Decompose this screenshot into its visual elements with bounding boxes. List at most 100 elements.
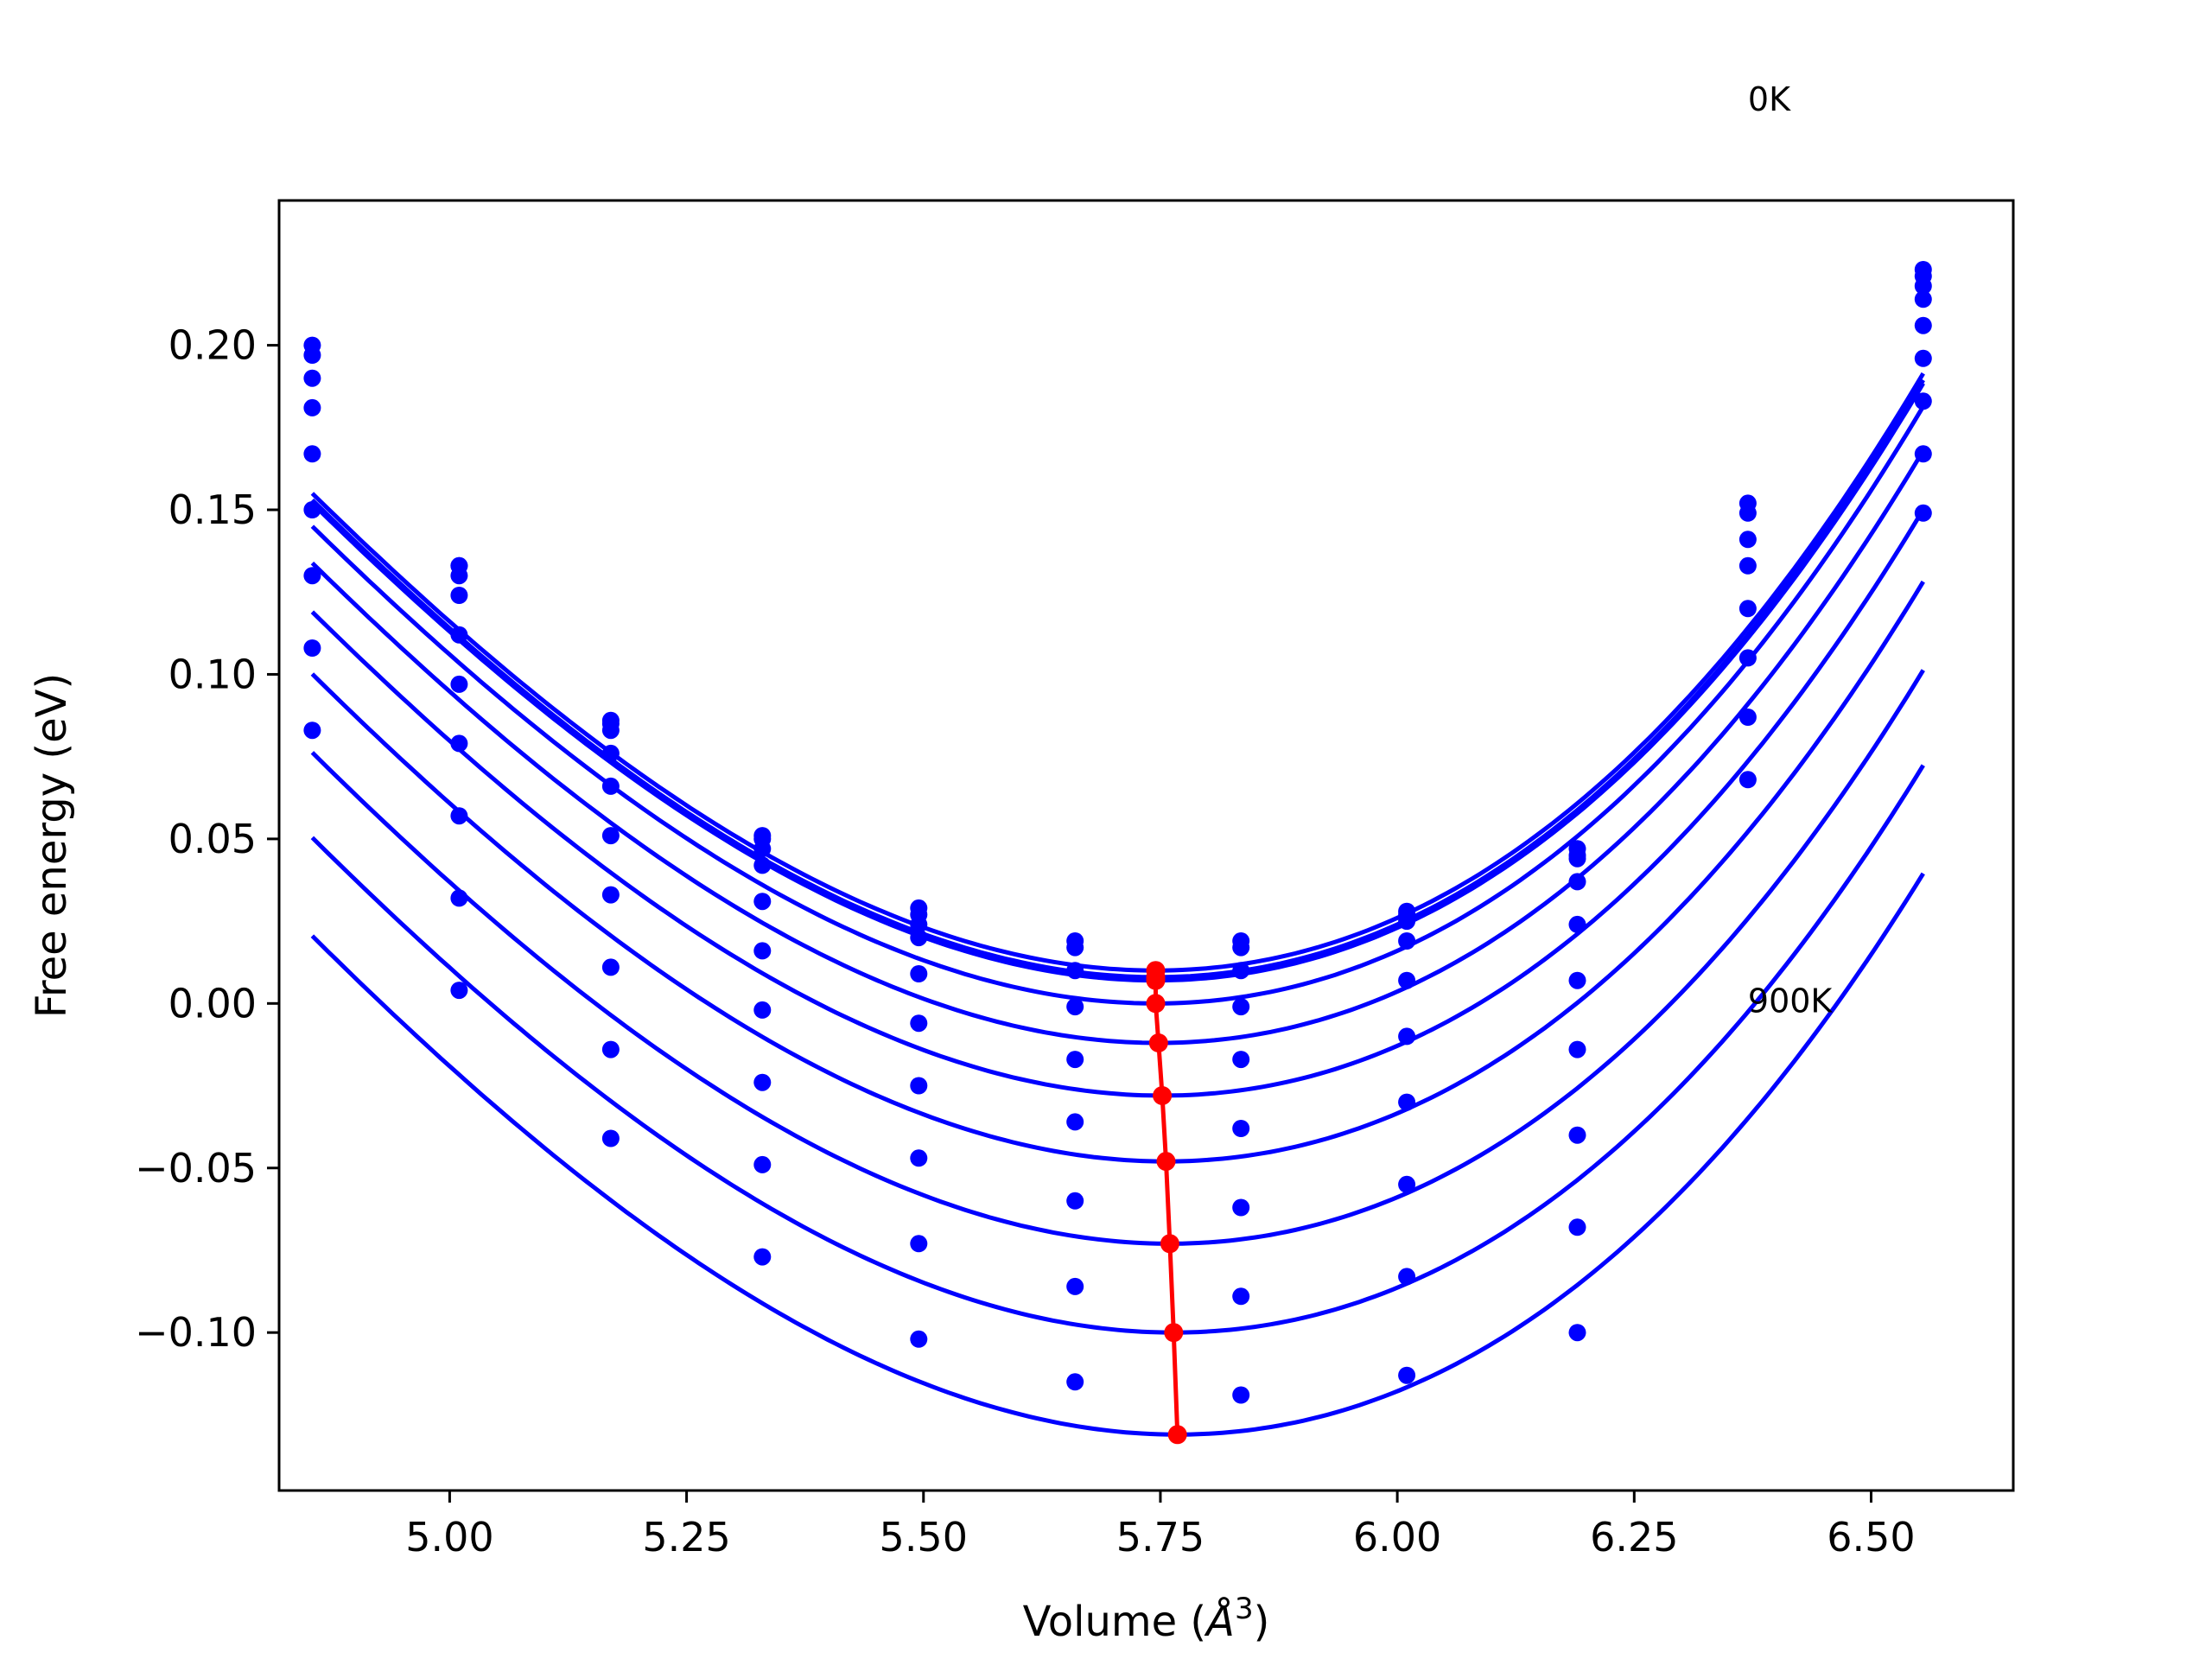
data-point xyxy=(910,1235,928,1253)
data-point xyxy=(1066,962,1084,980)
x-tick-label: 6.50 xyxy=(1827,1514,1915,1560)
minimum-point xyxy=(1160,1234,1179,1254)
data-point xyxy=(1398,1268,1416,1286)
data-point xyxy=(303,721,321,740)
data-point xyxy=(1232,1120,1250,1137)
data-point xyxy=(753,942,772,960)
data-points xyxy=(303,261,1932,1404)
data-point xyxy=(753,1155,772,1173)
data-point xyxy=(753,840,772,858)
data-point xyxy=(1914,445,1932,463)
data-point xyxy=(1232,1051,1250,1069)
data-point xyxy=(1066,938,1084,957)
x-axis-label: Volume (Å3) xyxy=(1023,1592,1270,1646)
temperature-annotation: 0K xyxy=(1748,80,1791,118)
data-point xyxy=(1914,290,1932,308)
minimum-path xyxy=(1146,961,1187,1445)
data-point xyxy=(303,369,321,387)
data-point xyxy=(1398,1175,1416,1193)
fit-curve-10 xyxy=(310,872,1925,1437)
data-point xyxy=(303,639,321,657)
data-point xyxy=(1066,1113,1084,1131)
data-point xyxy=(1232,938,1250,957)
data-point xyxy=(303,398,321,416)
minimum-point xyxy=(1164,1323,1184,1343)
x-tick-label: 5.50 xyxy=(880,1514,968,1560)
data-point xyxy=(1066,1192,1084,1210)
data-point xyxy=(1232,998,1250,1016)
data-point xyxy=(1232,962,1250,980)
x-tick-label: 6.00 xyxy=(1353,1514,1441,1560)
data-point xyxy=(910,929,928,947)
data-point xyxy=(601,1129,620,1147)
data-point xyxy=(601,721,620,740)
data-point xyxy=(1738,649,1757,667)
data-point xyxy=(601,777,620,795)
plot-frame xyxy=(277,199,2015,1492)
x-tick-label: 5.00 xyxy=(405,1514,493,1560)
minimum-point xyxy=(1167,1425,1187,1445)
y-tick-label: 0.05 xyxy=(168,816,257,862)
x-tick-label: 6.25 xyxy=(1590,1514,1678,1560)
minimum-point xyxy=(1146,994,1166,1014)
data-point xyxy=(1568,1126,1586,1144)
data-point xyxy=(753,856,772,874)
data-point xyxy=(1398,1366,1416,1384)
fit-curve-9 xyxy=(310,764,1925,1335)
data-point xyxy=(1738,556,1757,575)
data-point xyxy=(450,675,468,693)
data-point xyxy=(1232,1198,1250,1217)
data-point xyxy=(910,915,928,933)
data-point xyxy=(910,1014,928,1033)
data-point xyxy=(1568,849,1586,868)
data-point xyxy=(450,982,468,1000)
fit-curve-2 xyxy=(310,378,1925,980)
fit-curve-7 xyxy=(310,580,1925,1164)
data-point xyxy=(1914,349,1932,367)
y-axis-label: Free energy (eV) xyxy=(28,673,76,1018)
fit-curve-4 xyxy=(310,405,1925,1006)
fit-curves xyxy=(310,372,1925,1437)
data-point xyxy=(1398,1093,1416,1111)
y-tick-label: −0.05 xyxy=(135,1145,257,1192)
x-tick-label: 5.25 xyxy=(642,1514,730,1560)
data-point xyxy=(1914,277,1932,295)
data-point xyxy=(1568,873,1586,891)
fit-curve-3 xyxy=(310,382,1925,983)
temperature-annotation: 900K xyxy=(1748,982,1834,1020)
data-point xyxy=(303,346,321,364)
data-point xyxy=(303,501,321,518)
data-point xyxy=(601,1040,620,1058)
x-axis-ticks: 5.00 5.25 5.50 5.75 6.00 6.25 6.50 xyxy=(405,1491,1916,1560)
data-point xyxy=(1914,316,1932,334)
data-point xyxy=(1568,1218,1586,1236)
data-point xyxy=(1738,600,1757,618)
minimum-point xyxy=(1156,1152,1176,1172)
data-point xyxy=(1232,1386,1250,1404)
data-point xyxy=(450,807,468,825)
data-point xyxy=(1738,709,1757,726)
data-point xyxy=(1568,915,1586,933)
minimum-point xyxy=(1148,1033,1168,1052)
y-tick-label: 0.10 xyxy=(168,651,257,697)
data-point xyxy=(1066,1051,1084,1069)
data-point xyxy=(753,1248,772,1266)
data-point xyxy=(450,734,468,753)
data-point xyxy=(1398,971,1416,989)
data-point xyxy=(753,1073,772,1091)
data-point xyxy=(1232,1287,1250,1306)
data-point xyxy=(1914,392,1932,410)
x-tick-label: 5.75 xyxy=(1116,1514,1205,1560)
data-point xyxy=(753,893,772,911)
data-point xyxy=(1568,1040,1586,1058)
data-point xyxy=(601,744,620,762)
data-point xyxy=(1398,932,1416,950)
y-tick-label: 0.15 xyxy=(168,486,257,533)
data-point xyxy=(753,1001,772,1019)
fit-curve-5 xyxy=(310,449,1925,1046)
data-point xyxy=(450,889,468,907)
data-point xyxy=(1738,531,1757,549)
data-point xyxy=(1914,504,1932,522)
fit-curve-1 xyxy=(310,372,1925,973)
